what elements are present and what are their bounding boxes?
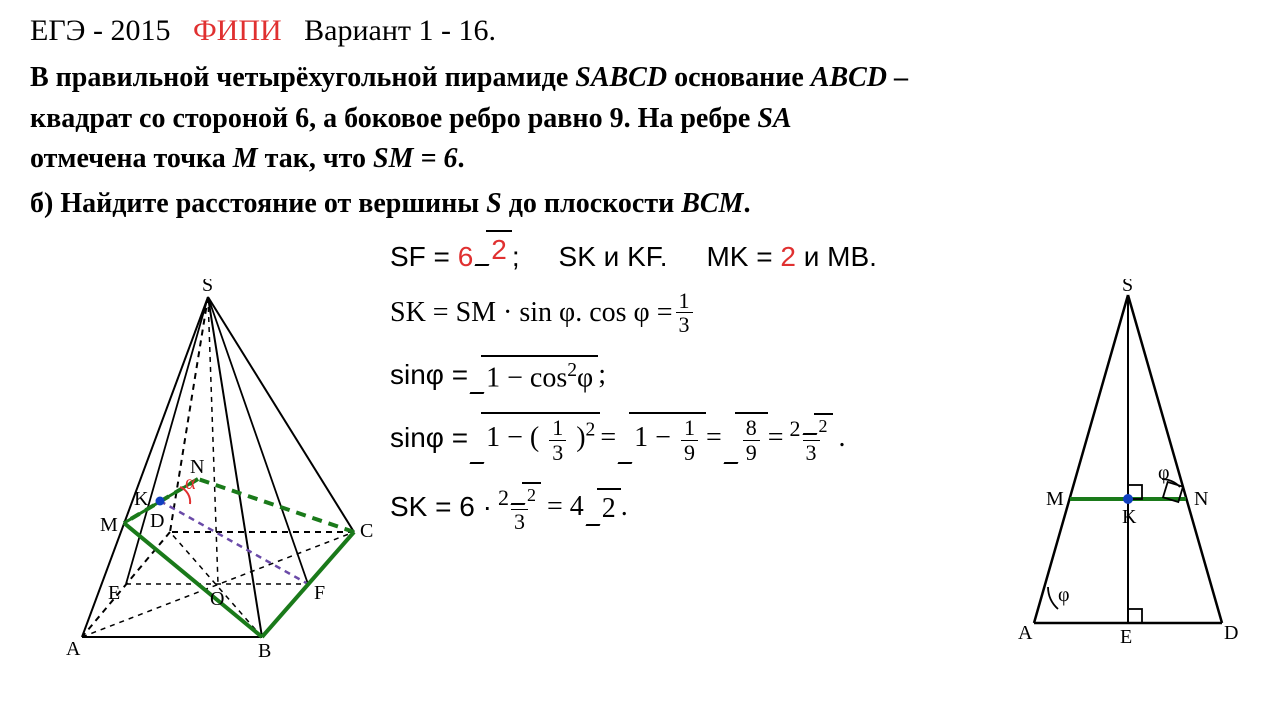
svg-text:φ: φ xyxy=(1158,462,1170,484)
sf-line: SF = 62; SK и KF. MK = 2 и MB. xyxy=(390,230,1250,273)
fipi-label: ФИПИ xyxy=(193,14,282,47)
eq-sin-calc: sinφ = 1 − ( 13 )2 = 1 − 19 = 89 = 22 3 xyxy=(390,412,1000,463)
exam-label: ЕГЭ - 2015 xyxy=(30,14,170,47)
svg-text:N: N xyxy=(1194,488,1208,510)
svg-text:N: N xyxy=(190,456,204,478)
svg-text:D: D xyxy=(1224,622,1238,644)
svg-text:M: M xyxy=(1046,488,1064,510)
variant-label: Вариант 1 - 16. xyxy=(304,14,496,47)
svg-text:K: K xyxy=(134,488,149,510)
pyramid-diagram: α S A B C D O E F M N K xyxy=(30,279,390,659)
content-row: α S A B C D O E F M N K SK = SM · sin φ.… xyxy=(30,279,1250,659)
svg-text:S: S xyxy=(1122,279,1133,296)
svg-text:A: A xyxy=(1018,622,1033,644)
svg-text:D: D xyxy=(150,510,164,532)
svg-text:E: E xyxy=(1120,626,1132,648)
svg-text:C: C xyxy=(360,520,373,542)
eq-sin-def: sinφ = 1 − cos2φ ; xyxy=(390,355,1000,395)
equations: SK = SM · sin φ. cos φ = 13 sinφ = 1 − c… xyxy=(390,279,1010,550)
header-line: ЕГЭ - 2015 ФИПИ Вариант 1 - 16. xyxy=(30,14,1250,48)
svg-text:M: M xyxy=(100,514,118,536)
svg-text:E: E xyxy=(108,582,120,604)
eq-sk-cos: SK = SM · sin φ. cos φ = 13 xyxy=(390,289,1000,336)
svg-text:O: O xyxy=(210,588,224,610)
svg-text:S: S xyxy=(202,279,213,296)
problem-text: В правильной четырёхугольной пирамиде SA… xyxy=(30,58,1250,180)
svg-text:K: K xyxy=(1122,506,1137,528)
eq-sk-result: SK = 6 · 22 3 = 42. xyxy=(390,482,1000,533)
svg-text:F: F xyxy=(314,582,325,604)
part-b-line: б) Найдите расстояние от вершины S до пл… xyxy=(30,184,1250,225)
sf-value: 62 xyxy=(458,241,512,272)
svg-text:B: B xyxy=(258,640,271,659)
page: ЕГЭ - 2015 ФИПИ Вариант 1 - 16. В правил… xyxy=(0,0,1280,720)
side-triangle-diagram: φ φ S A D E M N K xyxy=(1010,279,1250,659)
svg-text:φ: φ xyxy=(1058,584,1070,606)
svg-text:A: A xyxy=(66,638,81,659)
